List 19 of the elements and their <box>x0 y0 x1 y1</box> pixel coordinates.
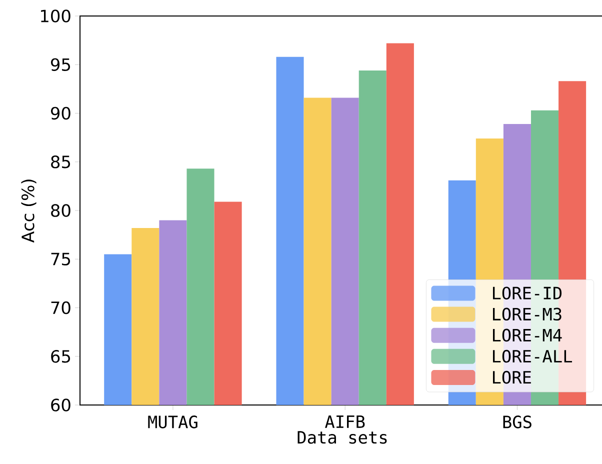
y-tick-label: 75 <box>51 252 70 266</box>
y-tick-label: 90 <box>50 106 70 120</box>
legend-label: LORE-ID <box>492 286 562 300</box>
legend-label: LORE-M3 <box>492 308 562 321</box>
x-axis-title: Data sets <box>298 431 387 444</box>
legend-label: LORE <box>492 370 531 384</box>
x-tick-label: MUTAG <box>148 416 198 428</box>
y-tick-label: 65 <box>51 350 70 363</box>
x-tick-label: AIFB <box>325 416 365 428</box>
legend-label: LORE-ALL <box>492 350 572 363</box>
y-tick-label: 95 <box>50 58 70 72</box>
y-axis-title: Acc (%) <box>21 180 36 243</box>
legend-label: LORE-M4 <box>492 328 562 342</box>
y-tick-label: 80 <box>51 204 70 217</box>
y-tick-label: 85 <box>51 155 70 168</box>
x-tick-label: BGS <box>503 416 532 428</box>
y-tick-label: 100 <box>41 10 70 22</box>
y-tick-label: 70 <box>51 301 70 314</box>
y-tick-label: 60 <box>51 398 70 412</box>
